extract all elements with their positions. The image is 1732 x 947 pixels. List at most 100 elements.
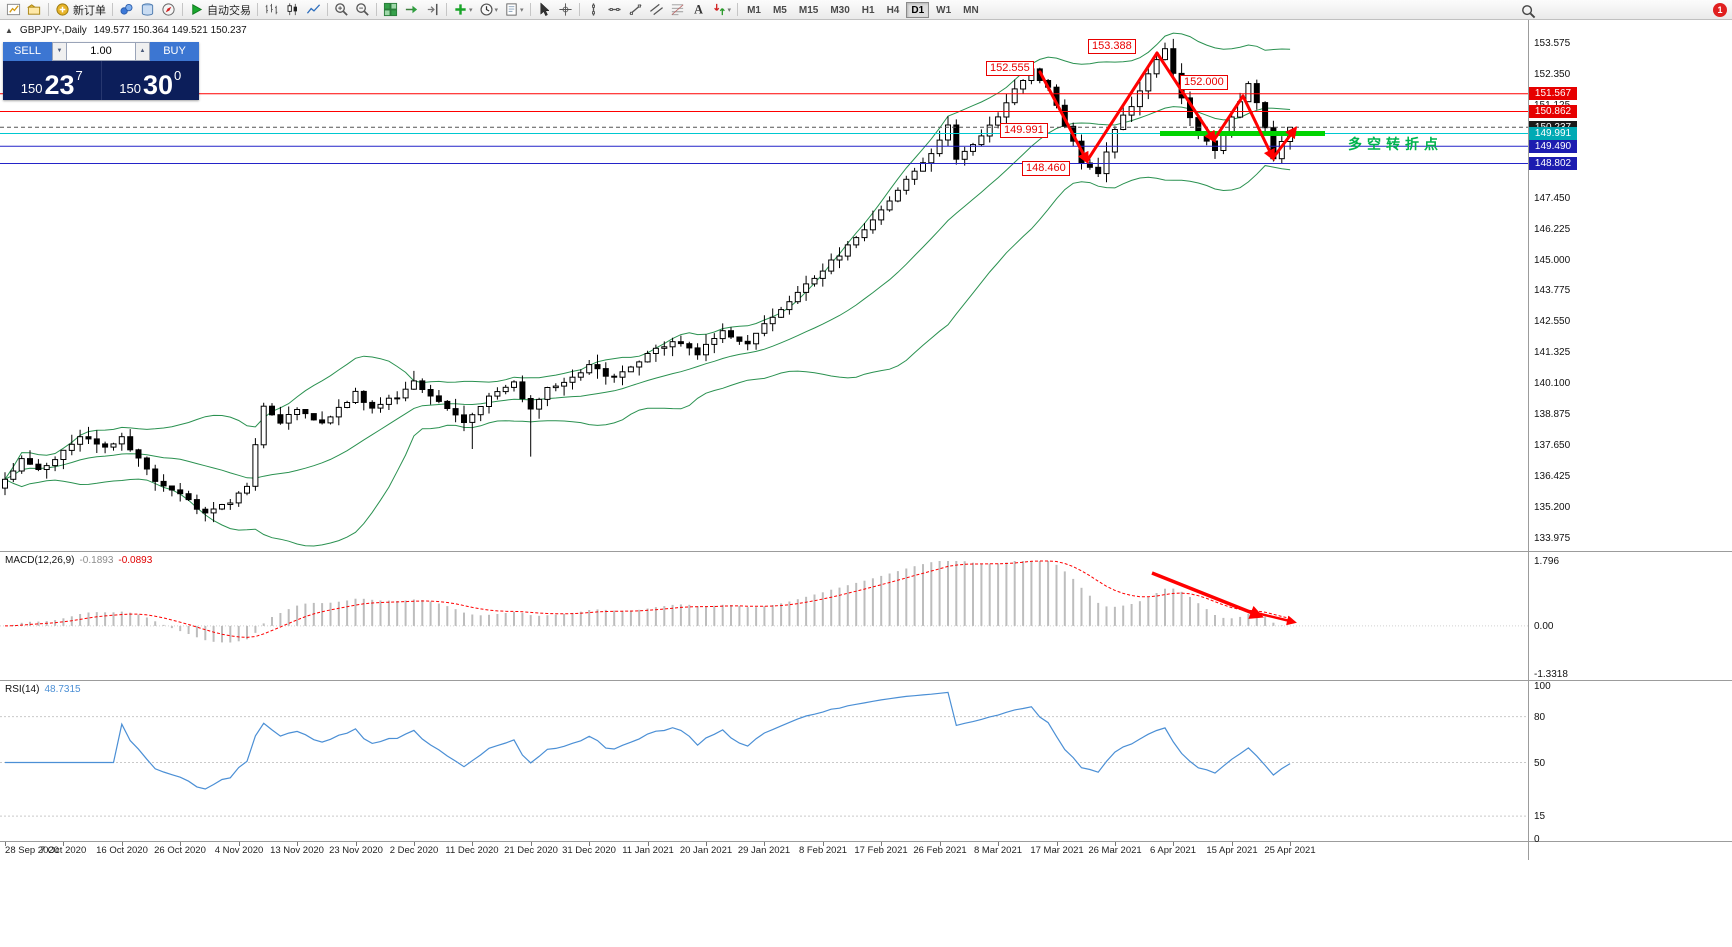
- chart-profiles-button[interactable]: [24, 1, 45, 19]
- candlestick-chart-button[interactable]: [282, 1, 303, 19]
- timeframe-m5-button[interactable]: M5: [772, 4, 787, 16]
- price-chart[interactable]: [0, 20, 1528, 551]
- time-axis-tick: [881, 842, 882, 846]
- timeframe-m30-button[interactable]: M30: [830, 4, 850, 16]
- tile-windows-button[interactable]: [380, 1, 401, 19]
- macd-panel[interactable]: [0, 552, 1528, 680]
- chevron-down-icon[interactable]: ▾: [469, 6, 473, 14]
- rsi-axis-label: 15: [1534, 811, 1546, 822]
- price-axis-label: 147.450: [1534, 193, 1571, 204]
- sell-pips: 23: [44, 69, 75, 100]
- timeframe-mn-button[interactable]: MN: [963, 4, 979, 16]
- periods-button[interactable]: ▾: [476, 1, 502, 19]
- toolbar-separator: [446, 3, 447, 16]
- rsi-value: 48.7315: [44, 684, 81, 695]
- timeframe-h1-button[interactable]: H1: [861, 4, 875, 16]
- text-button[interactable]: A: [688, 1, 709, 19]
- trendline-button[interactable]: [625, 1, 646, 19]
- toolbar: 新订单 自动交易 ▾ ▾ ▾ A ▾ M1 M5 M15 M30 H1 H4 D1 W1 MN 1: [0, 0, 1732, 20]
- market-watch-button[interactable]: [116, 1, 137, 19]
- crosshair-button[interactable]: [555, 1, 576, 19]
- rsi-panel[interactable]: [0, 681, 1528, 841]
- date-axis-label: 26 Mar 2021: [1088, 845, 1142, 856]
- price-axis-label: 136.425: [1534, 471, 1571, 482]
- data-window-button[interactable]: [137, 1, 158, 19]
- time-axis-tick: [63, 842, 64, 846]
- turning-point-note[interactable]: 多空转折点: [1348, 136, 1443, 152]
- date-axis-label: 4 Nov 2020: [214, 845, 264, 856]
- timeframe-m15-button[interactable]: M15: [798, 4, 819, 16]
- trend-zigzag-line: [1241, 94, 1275, 162]
- notification-badge[interactable]: 1: [1713, 3, 1727, 17]
- sell-price[interactable]: 150 23 7: [3, 61, 101, 100]
- new-chart-icon: [6, 3, 21, 16]
- templates-button[interactable]: ▾: [501, 1, 527, 19]
- navigator-button[interactable]: [158, 1, 179, 19]
- arrows-button[interactable]: ▾: [709, 1, 735, 19]
- time-axis-tick: [531, 842, 532, 846]
- chevron-down-icon[interactable]: ▾: [494, 6, 499, 14]
- time-axis-tick: [998, 842, 999, 846]
- macd-axis-label: 1.796: [1534, 556, 1560, 567]
- horizontal-line-button[interactable]: [604, 1, 625, 19]
- buy-button[interactable]: BUY: [150, 42, 199, 61]
- price-annotation-box[interactable]: 152.000: [1180, 75, 1228, 90]
- line-chart-button[interactable]: [303, 1, 324, 19]
- autotrading-button[interactable]: 自动交易: [186, 1, 254, 19]
- indicators-button[interactable]: ▾: [450, 1, 476, 19]
- chart-shift-button[interactable]: [422, 1, 443, 19]
- timeframe-m1-button[interactable]: M1: [747, 4, 761, 16]
- buy-price[interactable]: 150 30 0: [100, 61, 200, 100]
- price-annotation-box[interactable]: 153.388: [1088, 39, 1136, 54]
- panel-splitter[interactable]: [0, 551, 1732, 552]
- buy-big-figure: 150: [119, 80, 141, 96]
- volume-increase-button[interactable]: ▲: [135, 42, 150, 61]
- rsi-name: RSI(14): [5, 684, 40, 695]
- autotrading-icon: [192, 4, 203, 15]
- navigator-icon: [162, 3, 175, 16]
- price-axis-label: 135.200: [1534, 502, 1571, 513]
- toolbar-separator: [182, 3, 183, 16]
- time-axis-tick: [940, 842, 941, 846]
- auto-scroll-button[interactable]: [401, 1, 422, 19]
- new-order-label: 新订单: [73, 4, 106, 17]
- price-annotation-box[interactable]: 149.991: [1000, 123, 1048, 138]
- search-button[interactable]: [1518, 2, 1539, 20]
- sell-big-figure: 150: [20, 80, 43, 96]
- tile-windows-icon: [383, 2, 398, 17]
- new-order-button[interactable]: 新订单: [52, 1, 109, 19]
- macd-name: MACD(12,26,9): [5, 555, 75, 566]
- vertical-line-button[interactable]: [583, 1, 604, 19]
- chevron-down-icon[interactable]: ▾: [520, 6, 524, 14]
- support-line-segment: [1160, 131, 1325, 136]
- date-axis-label: 23 Nov 2020: [329, 845, 383, 856]
- zoom-in-button[interactable]: [331, 1, 352, 19]
- zoom-out-button[interactable]: [352, 1, 373, 19]
- timeframe-h4-button[interactable]: H4: [886, 4, 900, 16]
- macd-axis-label: -1.3318: [1534, 669, 1568, 680]
- cursor-button[interactable]: [534, 1, 555, 19]
- equidistant-channel-button[interactable]: [646, 1, 667, 19]
- toolbar-separator: [327, 3, 328, 16]
- time-axis-tick: [356, 842, 357, 846]
- timeframe-w1-button[interactable]: W1: [936, 4, 952, 16]
- price-annotation-box[interactable]: 152.555: [986, 61, 1034, 76]
- arrows-icon: [713, 3, 725, 16]
- new-chart-button[interactable]: [3, 1, 24, 19]
- toolbar-separator: [376, 3, 377, 16]
- panel-splitter[interactable]: [0, 680, 1732, 681]
- volume-decrease-button[interactable]: ▼: [52, 42, 67, 61]
- chevron-down-icon[interactable]: ▾: [727, 6, 732, 14]
- timeframe-d1-button[interactable]: D1: [906, 1, 930, 18]
- bar-chart-button[interactable]: [261, 1, 282, 19]
- trade-panel-collapse-icon[interactable]: ▲: [5, 26, 13, 35]
- fibonacci-button[interactable]: [667, 1, 688, 19]
- volume-input[interactable]: 1.00: [67, 42, 135, 61]
- price-annotation-box[interactable]: 148.460: [1022, 161, 1070, 176]
- panel-splitter[interactable]: [0, 841, 1732, 842]
- chart-annotations: 152.555 153.388 152.000 149.991 148.460 多空转折点: [0, 20, 1528, 551]
- macd-axis-label: 0.00: [1534, 621, 1554, 632]
- line-chart-icon: [306, 4, 321, 14]
- trend-zigzag-line: [1085, 51, 1159, 163]
- sell-button[interactable]: SELL: [3, 42, 52, 61]
